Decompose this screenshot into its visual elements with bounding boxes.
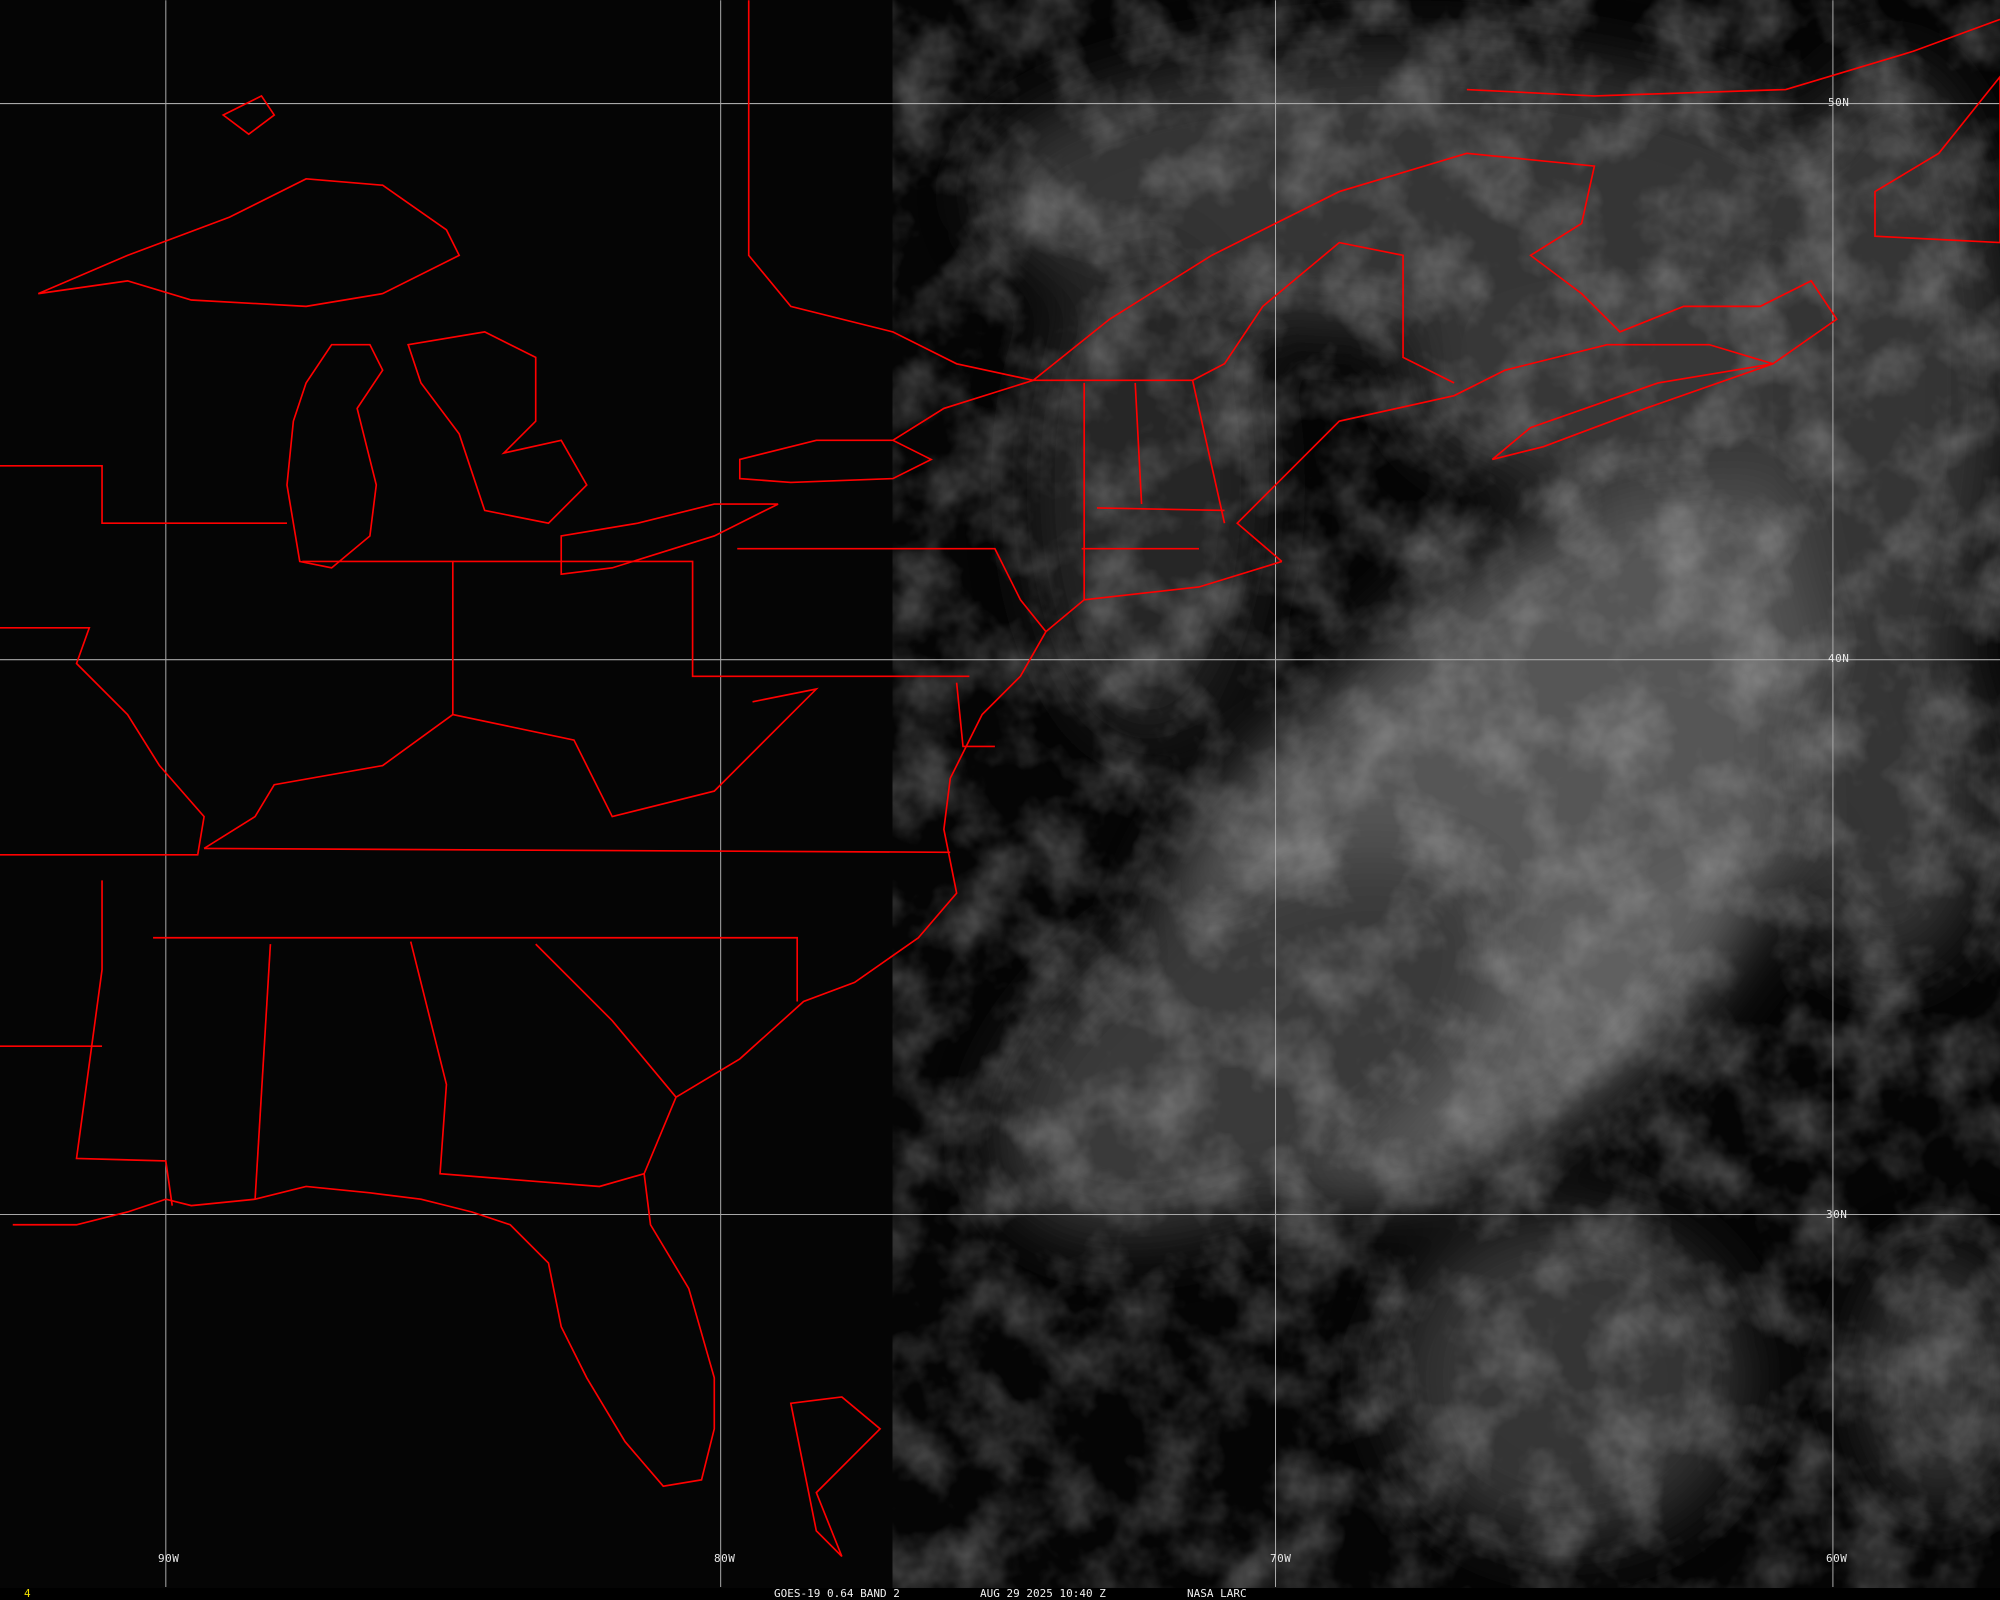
lake-michigan [286, 343, 384, 569]
bahamas [789, 1396, 882, 1557]
hudson-james-bay [747, 0, 1034, 382]
labrador-coast [1466, 18, 2000, 97]
frame-number: 4 [24, 1587, 31, 1600]
lake-superior [37, 177, 461, 308]
lat-label-30n: 30N [1826, 1208, 1848, 1221]
east-coastline [892, 152, 1838, 563]
source-label: NASA LARC [1187, 1587, 1247, 1600]
atlantic-coastline [12, 560, 1283, 1488]
political-boundaries [0, 0, 2000, 1557]
lon-label-90w: 90W [158, 1552, 180, 1565]
lon-label-80w: 80W [714, 1552, 736, 1565]
datetime-label: AUG 29 2025 10:40 Z [980, 1587, 1106, 1600]
lon-label-60w: 60W [1826, 1552, 1848, 1565]
lake-erie [560, 503, 779, 576]
state-lines [0, 464, 287, 525]
newfoundland [1874, 75, 2000, 244]
lon-label-70w: 70W [1270, 1552, 1292, 1565]
isle-royale [221, 94, 276, 136]
info-bar: 4 GOES-19 0.64 BAND 2 AUG 29 2025 10:40 … [0, 1588, 2000, 1600]
cloud-layer [892, 0, 2000, 1600]
lake-ontario [738, 439, 933, 484]
lat-label-40n: 40N [1828, 652, 1850, 665]
lake-huron [407, 331, 588, 525]
product-label: GOES-19 0.64 BAND 2 [774, 1587, 900, 1600]
lat-label-50n: 50N [1828, 96, 1850, 109]
